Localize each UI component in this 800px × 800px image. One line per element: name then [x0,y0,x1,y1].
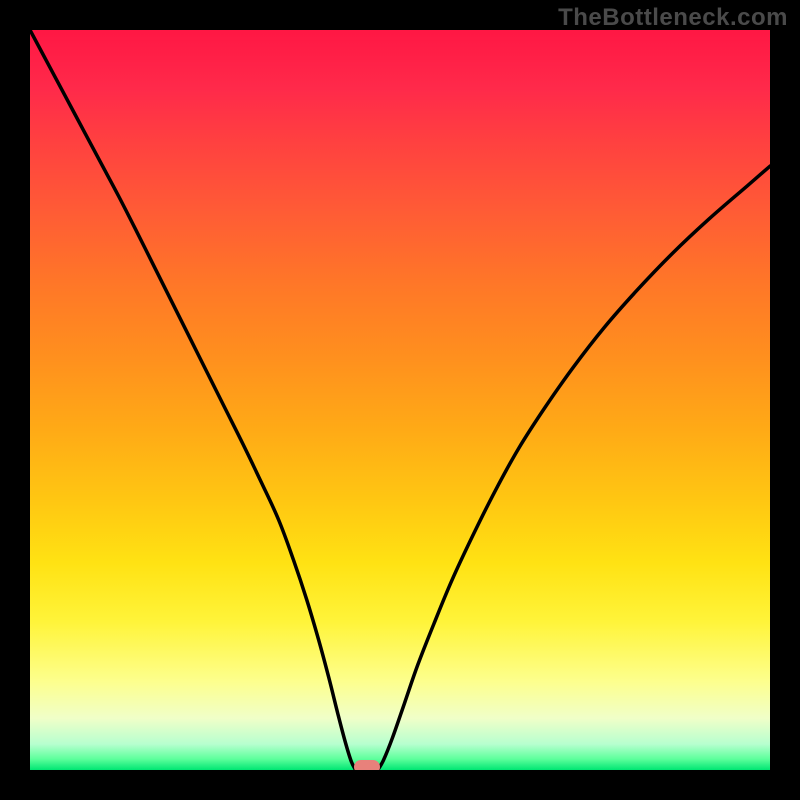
watermark-text: TheBottleneck.com [558,4,788,32]
background-gradient [30,30,770,770]
plot-area [30,30,770,770]
minimum-marker [354,760,380,770]
chart-stage: TheBottleneck.com [0,0,800,800]
